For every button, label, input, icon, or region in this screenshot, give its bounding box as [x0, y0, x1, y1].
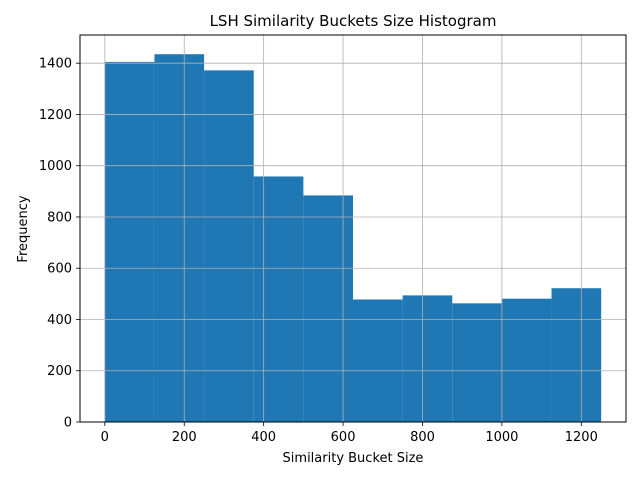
histogram-bar	[452, 303, 502, 422]
histogram-bar	[353, 299, 403, 422]
x-tick-label: 400	[251, 430, 276, 445]
y-tick-label: 200	[47, 364, 72, 379]
plot-frame	[79, 34, 627, 423]
y-axis-ticks: 0 200 400 600 800 1000 1200 1400	[39, 57, 80, 431]
x-tick-label: 0	[101, 430, 109, 445]
x-axis-ticks: 0 200 400 600 800 1000 1200	[101, 422, 598, 445]
y-tick-label: 1400	[39, 57, 72, 72]
histogram-bar	[303, 195, 353, 422]
y-tick-label: 1200	[39, 108, 72, 123]
x-tick-label: 1200	[565, 430, 598, 445]
y-tick-label: 1000	[39, 159, 72, 174]
bars-group	[104, 54, 602, 423]
histogram-bar	[204, 70, 254, 422]
x-tick-label: 1000	[485, 430, 518, 445]
histogram-bar	[551, 288, 602, 422]
chart-title: LSH Similarity Buckets Size Histogram	[210, 12, 497, 30]
y-axis-label: Frequency	[16, 195, 31, 262]
histogram-bar	[501, 298, 552, 422]
histogram-bar	[104, 61, 155, 423]
histogram-bar	[402, 295, 453, 422]
x-axis-label: Similarity Bucket Size	[283, 451, 424, 466]
x-tick-label: 200	[172, 430, 197, 445]
x-tick-label: 600	[331, 430, 356, 445]
x-tick-label: 800	[410, 430, 435, 445]
histogram-bar	[154, 54, 205, 422]
y-tick-label: 800	[47, 210, 72, 225]
y-tick-label: 0	[64, 416, 72, 431]
y-tick-label: 400	[47, 313, 72, 328]
histogram-bar	[253, 176, 304, 422]
y-tick-label: 600	[47, 262, 72, 277]
